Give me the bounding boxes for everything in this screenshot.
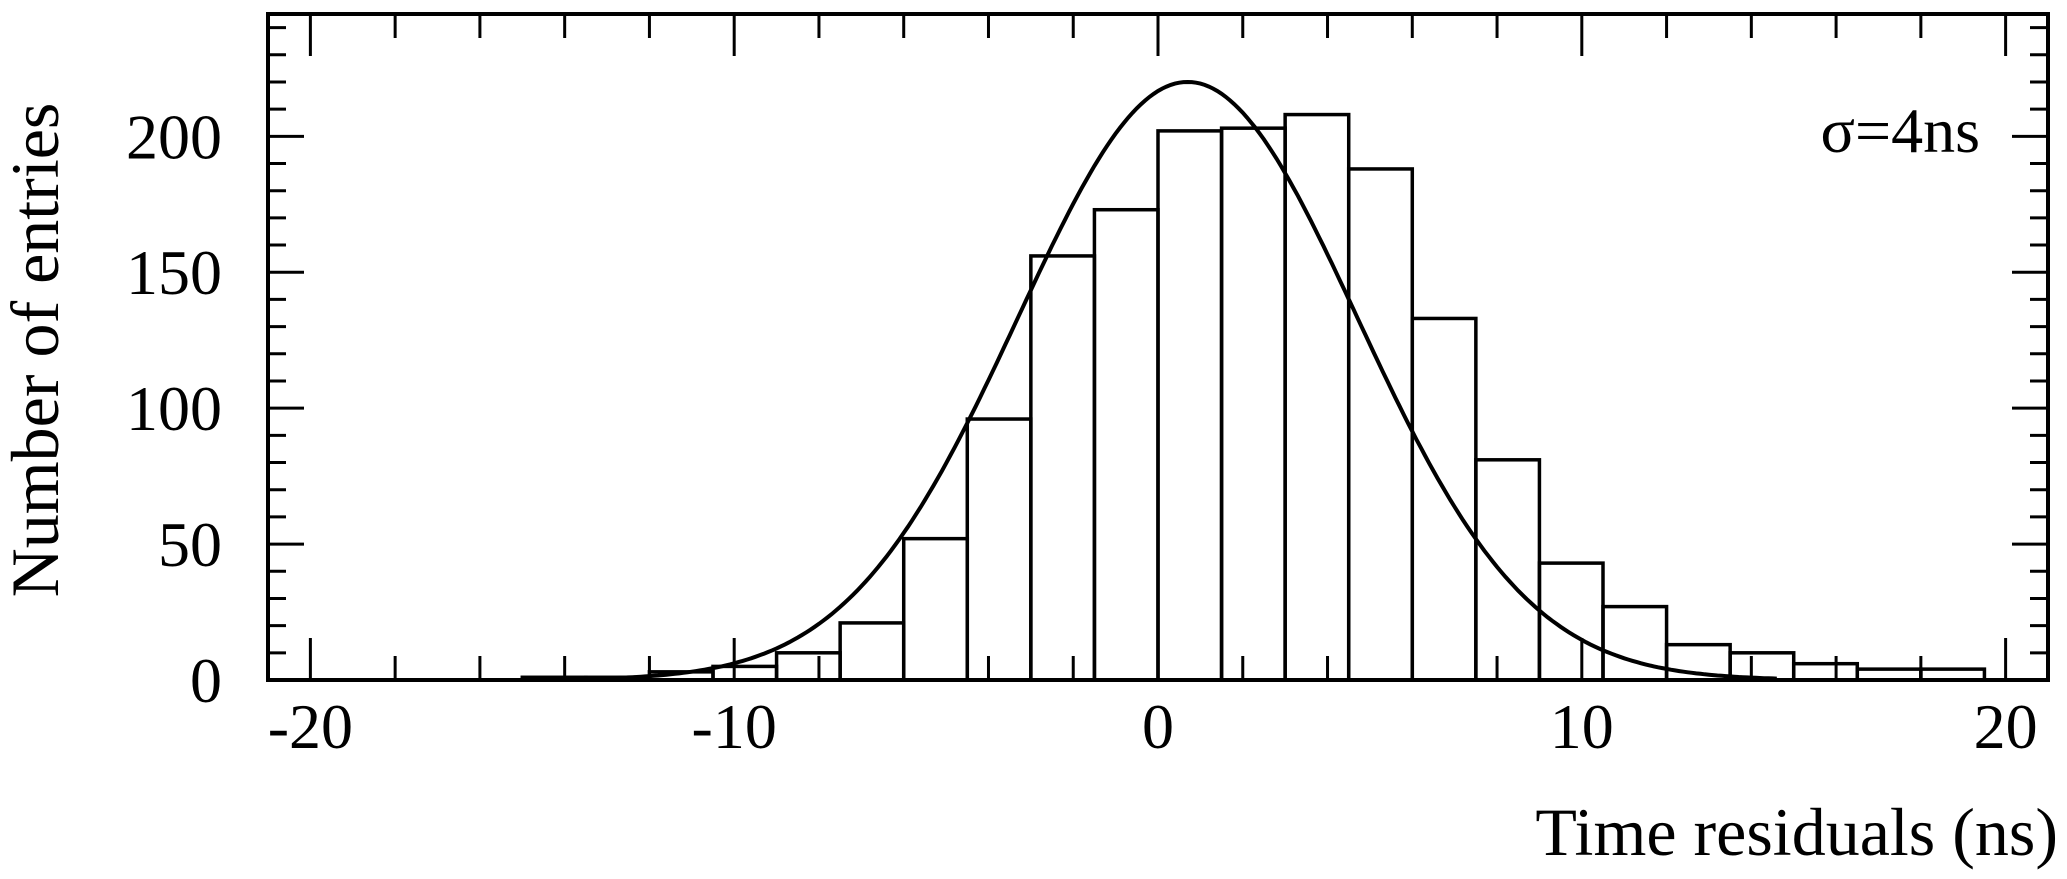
histogram-bar: [520, 675, 588, 682]
y-tick-labels: 0 50 100 150 200: [126, 101, 222, 716]
y-tick-label: 150: [126, 237, 222, 308]
histogram-bar: [1029, 254, 1097, 682]
y-axis-ticks: [268, 26, 2048, 682]
x-tick-label: -10: [692, 691, 777, 762]
x-tick-label: -20: [268, 691, 353, 762]
histogram-bar: [1219, 126, 1287, 682]
histogram-bar: [711, 664, 779, 682]
histogram-bar: [838, 621, 906, 682]
histogram-bar: [1537, 561, 1605, 682]
histogram-bar: [1346, 167, 1415, 682]
histogram-bars: [520, 112, 1987, 682]
x-tick-labels: -20 -10 0 10 20: [268, 691, 2038, 762]
histogram-bar: [1092, 207, 1160, 682]
histogram-bar: [965, 417, 1033, 682]
y-tick-label: 100: [126, 373, 222, 444]
histogram-bar: [1156, 129, 1224, 682]
histogram-bar: [1919, 667, 1987, 682]
y-tick-label: 50: [158, 509, 222, 580]
x-axis-title: Time residuals (ns): [1535, 794, 2058, 870]
histogram-bar: [1283, 112, 1351, 682]
histogram-bar: [1474, 458, 1542, 682]
histogram-bar: [1855, 667, 1923, 682]
histogram-bar: [1791, 661, 1860, 682]
sigma-annotation: σ=4ns: [1821, 95, 1981, 166]
x-tick-label: 10: [1550, 691, 1614, 762]
y-tick-label: 0: [190, 645, 222, 716]
histogram-bar: [901, 536, 970, 682]
y-axis-title: Number of entries: [0, 103, 73, 598]
histogram-bar: [774, 651, 842, 682]
gaussian-fit-curve: [606, 79, 1777, 681]
y-tick-label: 200: [126, 101, 222, 172]
x-tick-label: 0: [1142, 691, 1174, 762]
x-tick-label: 20: [1974, 691, 2038, 762]
histogram-bar: [1410, 316, 1478, 682]
